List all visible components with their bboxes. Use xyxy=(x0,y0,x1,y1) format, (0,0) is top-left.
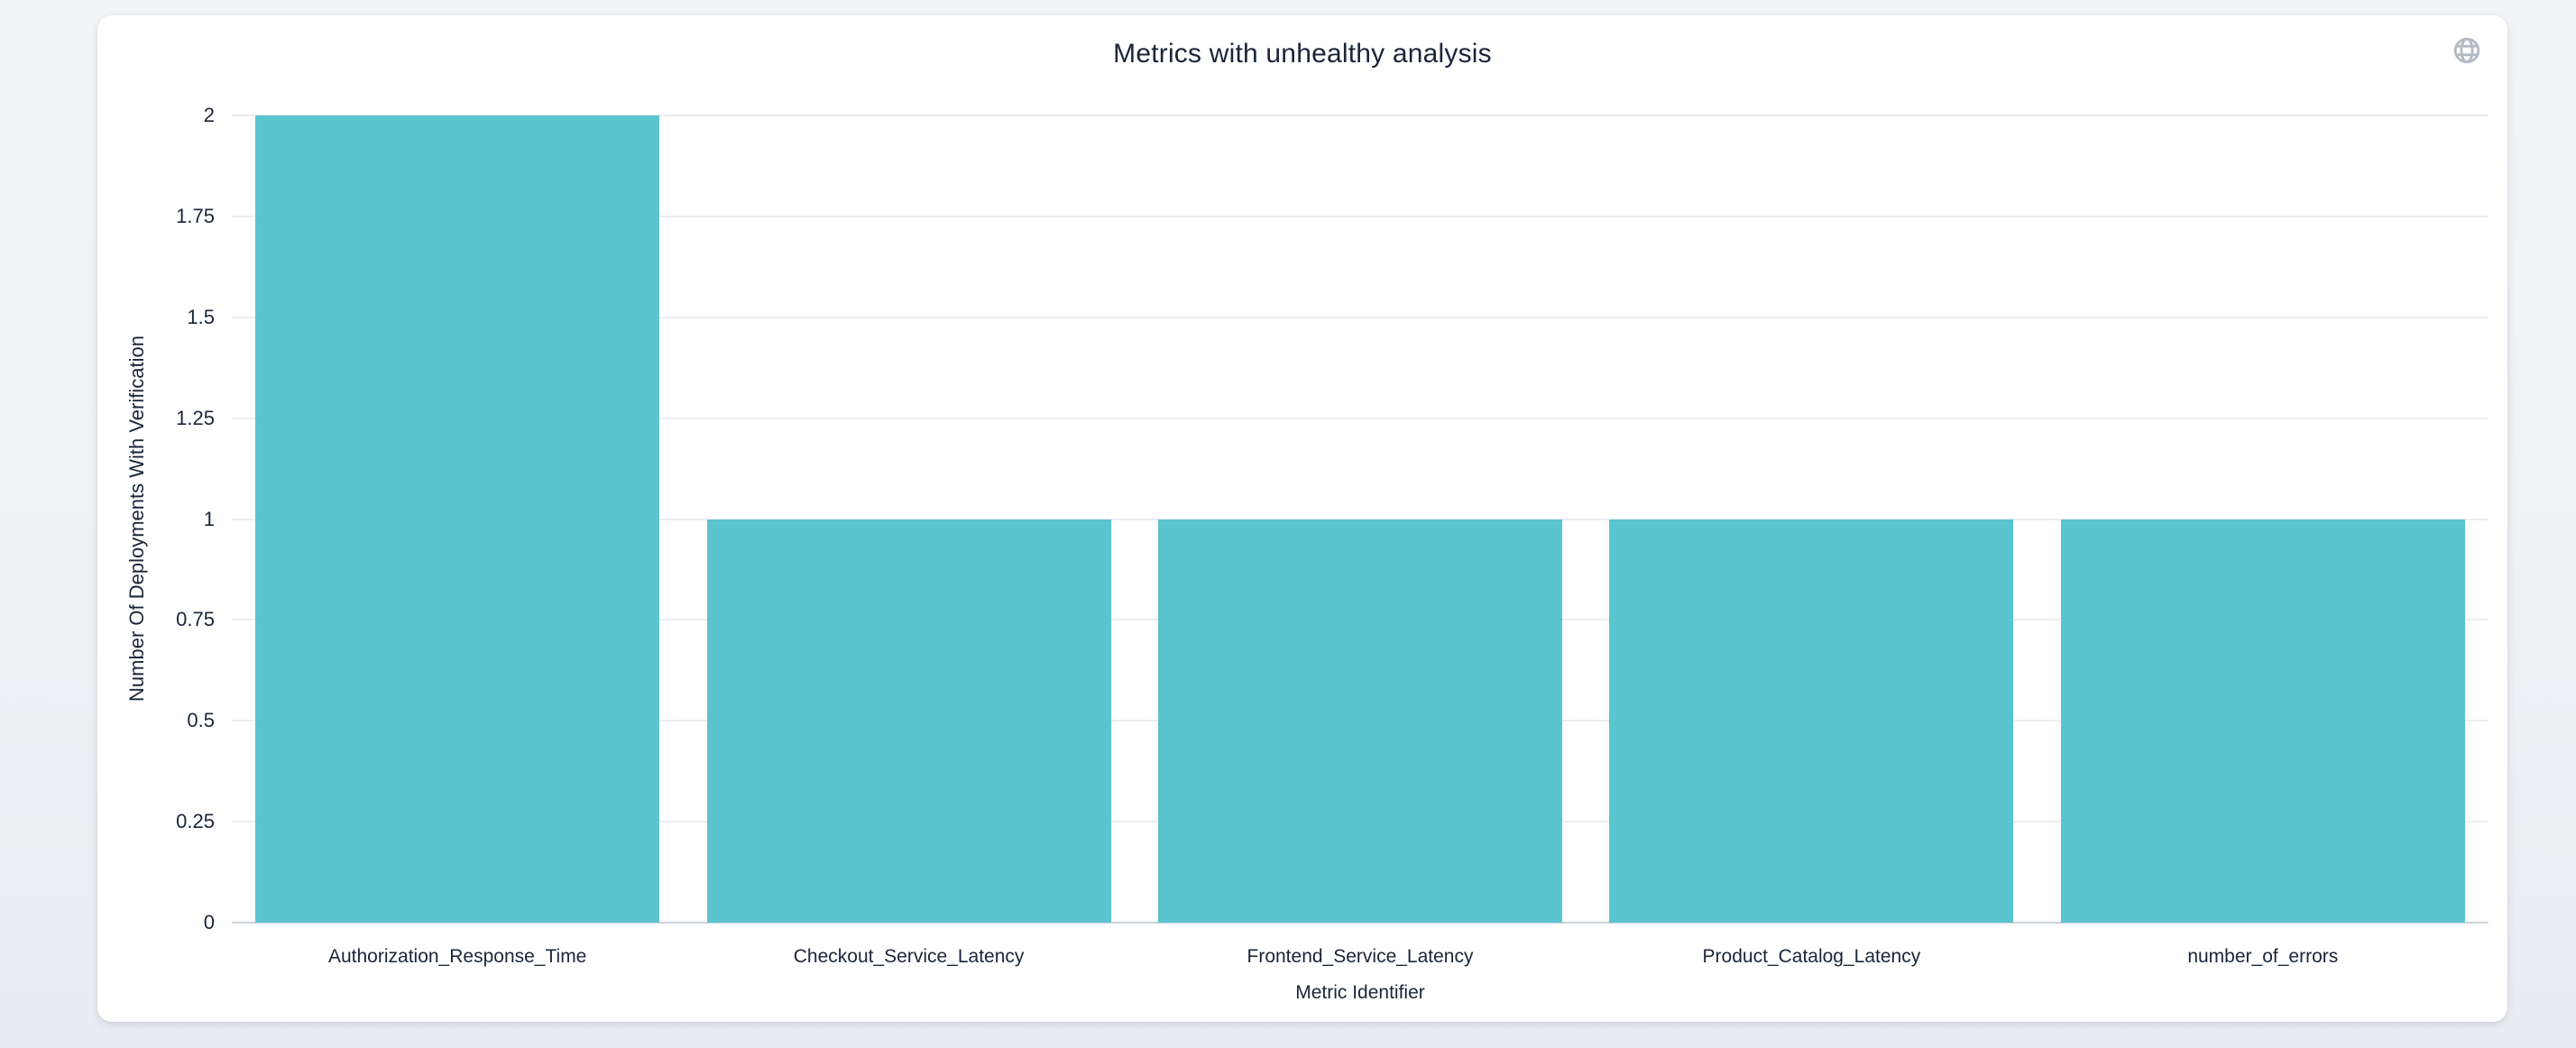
globe-button[interactable] xyxy=(2452,35,2482,66)
y-tick-label: 1 xyxy=(203,507,215,530)
globe-icon xyxy=(2452,35,2482,66)
gridline xyxy=(232,215,2489,217)
y-tick-label: 1.25 xyxy=(176,406,215,429)
bar-authorization_response_time[interactable] xyxy=(255,115,660,923)
chart-card: Metrics with unhealthy analysis Number O… xyxy=(97,15,2507,1022)
x-axis-title: Metric Identifier xyxy=(1295,982,1425,1003)
x-tick-label: Checkout_Service_Latency xyxy=(793,946,1025,967)
x-axis-baseline xyxy=(232,922,2489,924)
x-tick-label: number_of_errors xyxy=(2187,946,2339,967)
y-tick-label: 0.5 xyxy=(187,709,215,732)
gridline xyxy=(232,316,2489,318)
bar-number_of_errors[interactable] xyxy=(2060,519,2465,923)
gridline xyxy=(232,115,2489,116)
plot-area xyxy=(232,115,2489,924)
bar-product_catalog_latency[interactable] xyxy=(1609,519,2014,923)
x-tick-label: Authorization_Response_Time xyxy=(327,946,587,967)
gridline xyxy=(232,417,2489,419)
y-tick-label: 0.25 xyxy=(176,810,215,833)
bar-checkout_service_latency[interactable] xyxy=(706,519,1111,923)
y-tick-label: 1.75 xyxy=(176,204,215,227)
chart-title: Metrics with unhealthy analysis xyxy=(1113,39,1492,69)
x-tick-label: Product_Catalog_Latency xyxy=(1702,946,1921,967)
y-tick-label: 0.75 xyxy=(176,608,215,631)
y-tick-label: 0 xyxy=(203,911,215,933)
y-tick-label: 1.5 xyxy=(187,305,215,328)
y-tick-label: 2 xyxy=(203,104,215,126)
bar-frontend_service_latency[interactable] xyxy=(1158,519,1562,923)
x-tick-label: Frontend_Service_Latency xyxy=(1247,946,1474,967)
